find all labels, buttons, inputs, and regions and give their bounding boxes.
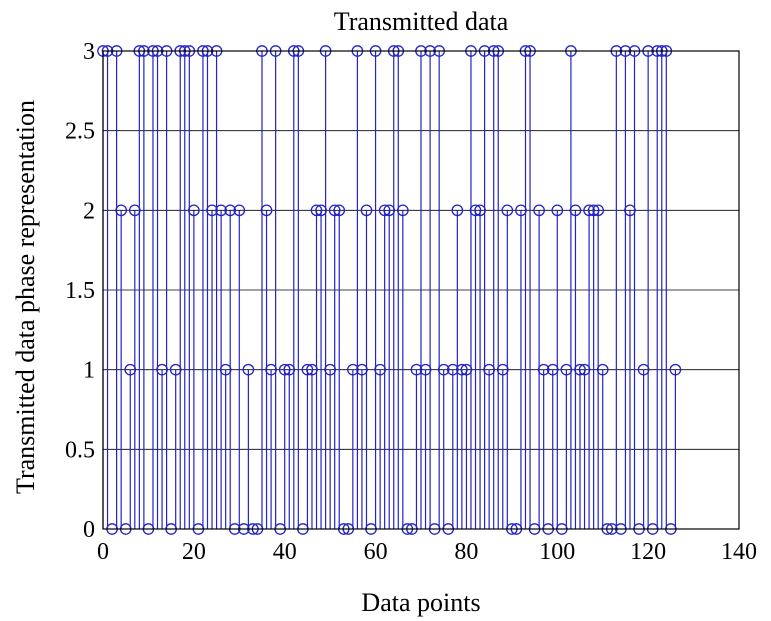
y-tick-label: 1 <box>83 358 95 384</box>
y-tick-label: 1.5 <box>65 278 95 304</box>
y-tick-label: 0.5 <box>65 437 95 463</box>
y-tick-label: 2 <box>83 198 95 224</box>
stem-series <box>98 46 681 534</box>
x-axis-label: Data points <box>361 588 480 617</box>
y-tick-labels: 0 0.5 1 1.5 2 2.5 3 <box>65 39 95 543</box>
x-tick-label: 40 <box>273 539 297 565</box>
y-tick-label: 2.5 <box>65 119 95 145</box>
y-tick-label: 0 <box>83 517 95 543</box>
x-tick-label: 80 <box>454 539 478 565</box>
x-tick-labels: 0 20 40 60 80 100 120 140 <box>97 539 757 565</box>
x-tick-label: 120 <box>630 539 666 565</box>
y-axis-label: Transmitted data phase representation <box>11 100 40 494</box>
chart-title: Transmitted data <box>334 7 509 36</box>
x-tick-label: 20 <box>182 539 206 565</box>
x-tick-label: 100 <box>539 539 575 565</box>
y-tick-label: 3 <box>83 39 95 65</box>
x-tick-label: 60 <box>364 539 388 565</box>
x-tick-label: 140 <box>721 539 757 565</box>
x-tick-label: 0 <box>97 539 109 565</box>
